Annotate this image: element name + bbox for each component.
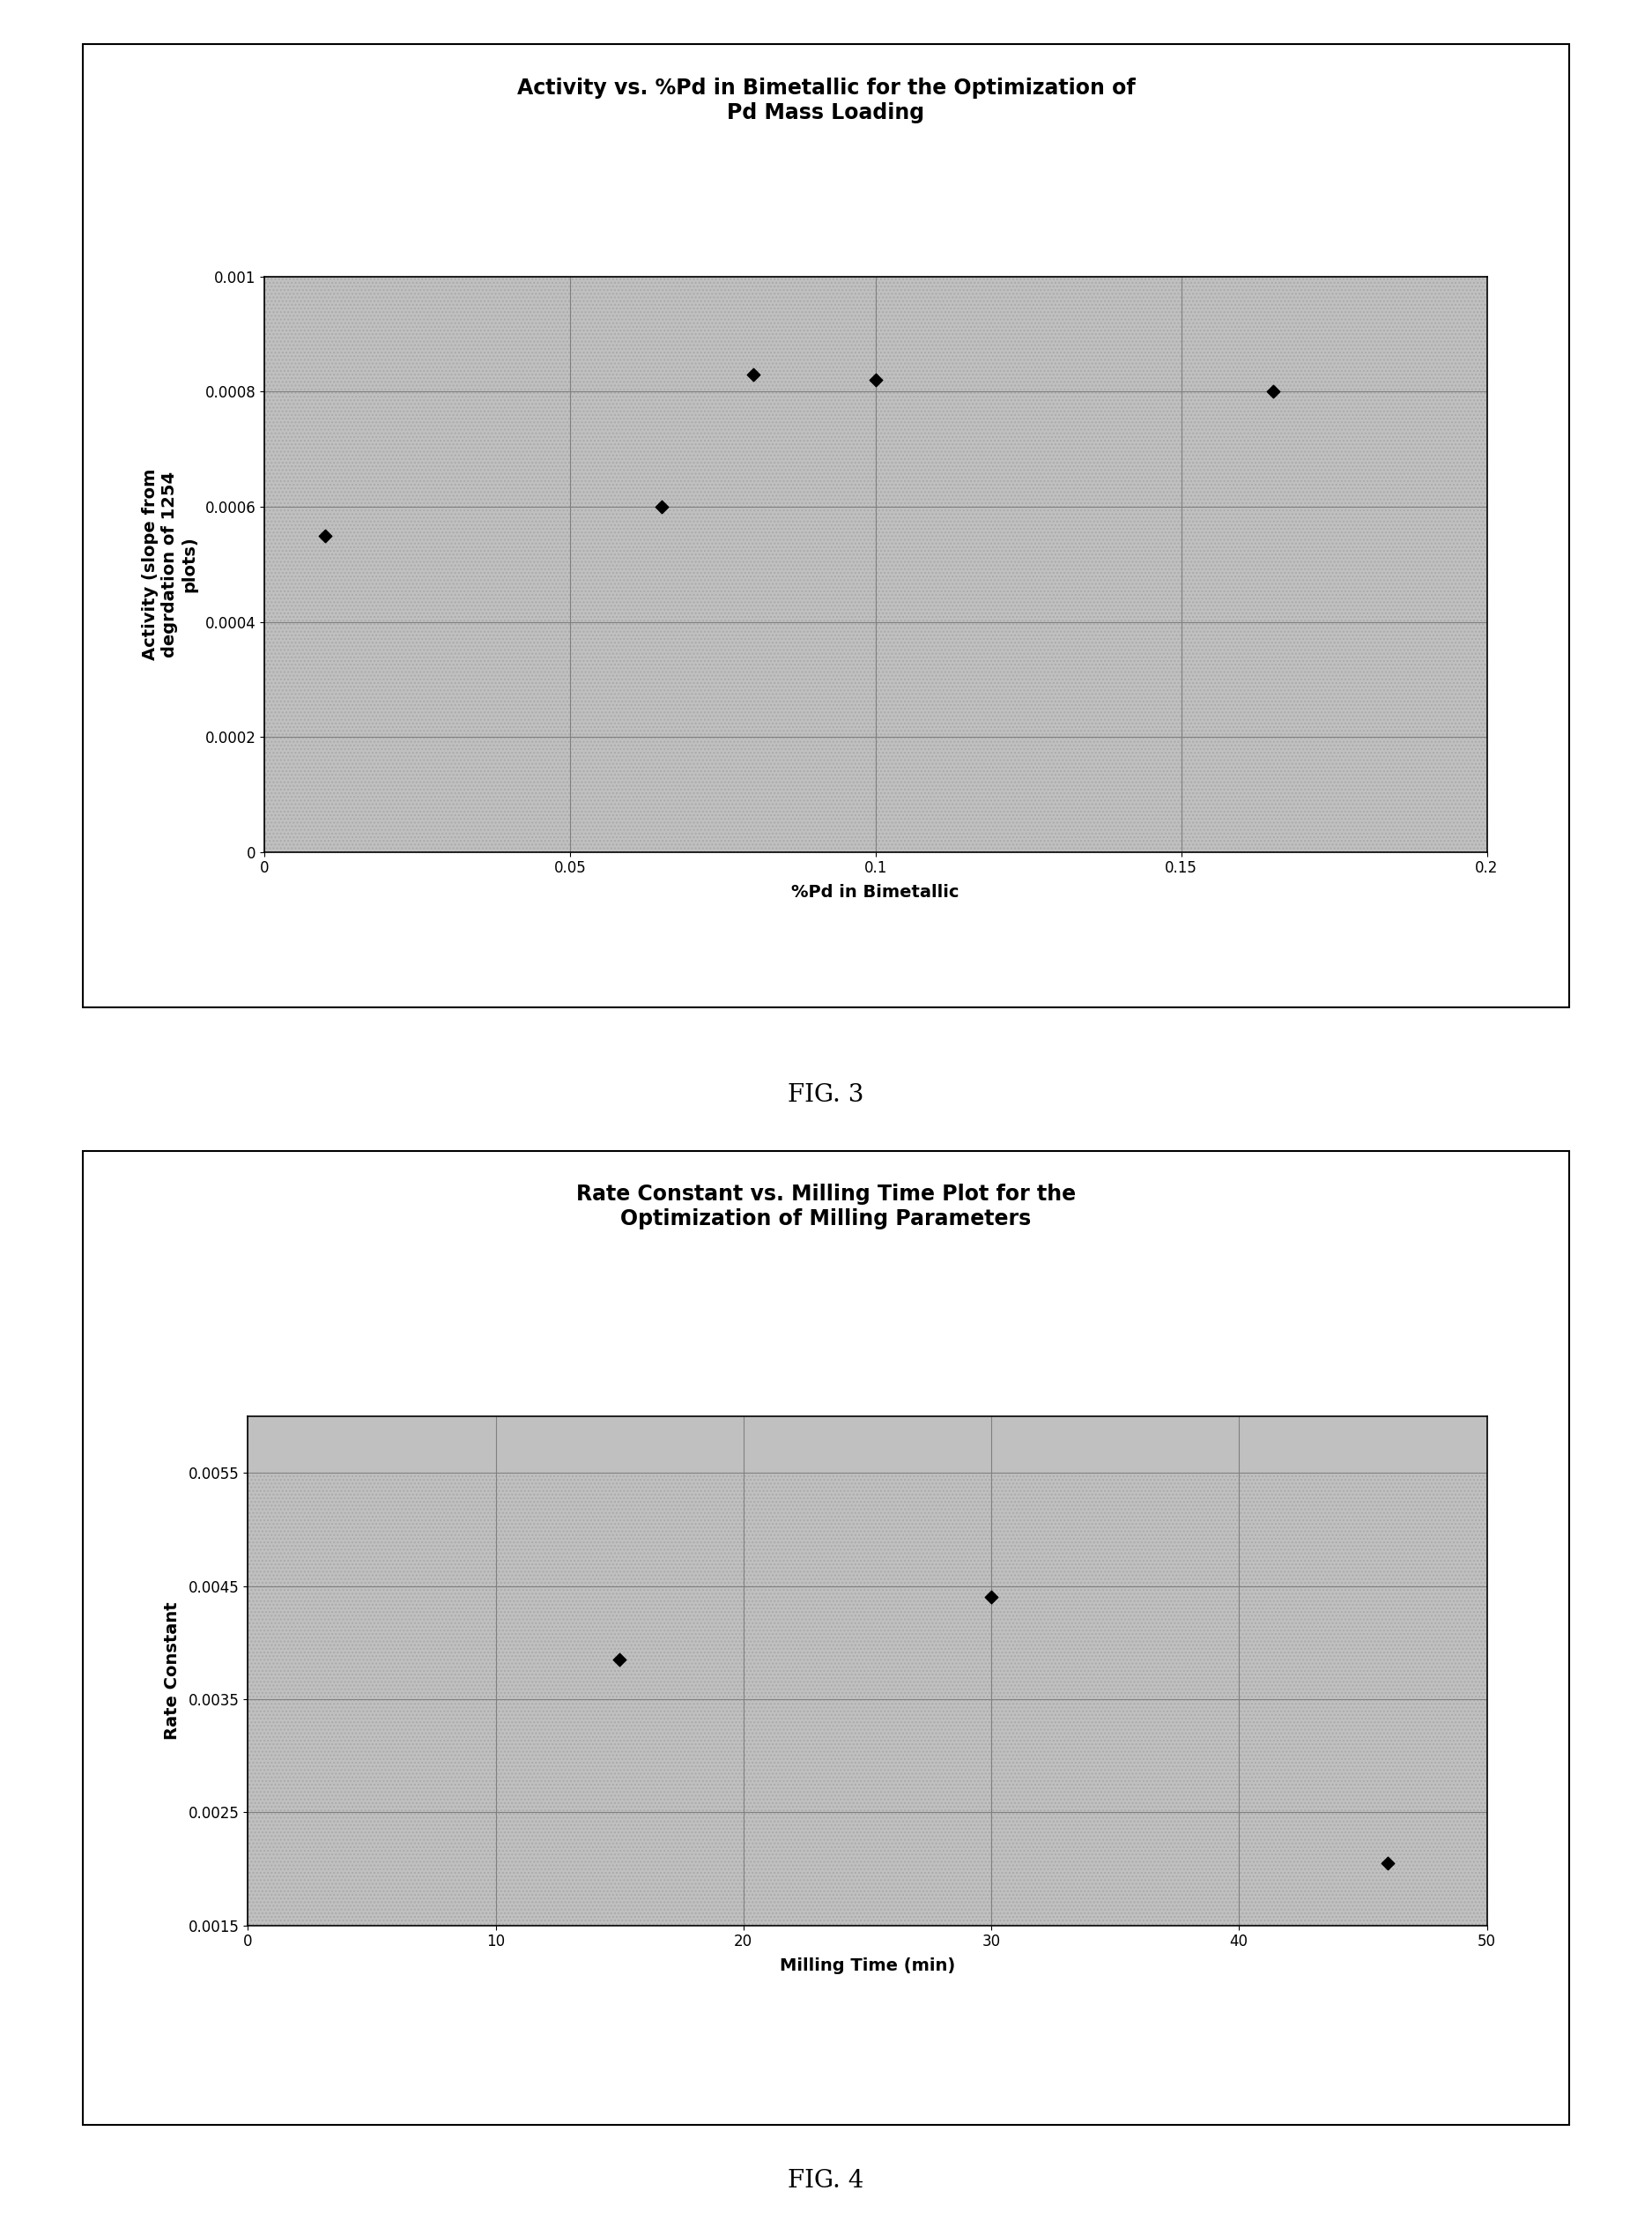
Point	[312, 518, 339, 553]
X-axis label: Milling Time (min): Milling Time (min)	[780, 1956, 955, 1974]
Bar	[1239, 1474, 1487, 1587]
Bar	[991, 1812, 1239, 1925]
Bar	[570, 507, 876, 622]
Bar	[1181, 392, 1487, 507]
Bar	[743, 1700, 991, 1812]
Point	[1374, 1846, 1401, 1881]
Point	[740, 356, 767, 392]
Bar	[876, 507, 1181, 622]
Text: Activity vs. %Pd in Bimetallic for the Optimization of
Pd Mass Loading: Activity vs. %Pd in Bimetallic for the O…	[517, 77, 1135, 124]
Bar	[1181, 737, 1487, 852]
Bar	[496, 1587, 743, 1700]
Bar	[743, 1812, 991, 1925]
Bar	[496, 1474, 743, 1587]
Bar	[570, 622, 876, 737]
Bar	[496, 1700, 743, 1812]
Bar	[743, 1587, 991, 1700]
Bar	[264, 622, 570, 737]
Text: Rate Constant vs. Milling Time Plot for the
Optimization of Milling Parameters: Rate Constant vs. Milling Time Plot for …	[577, 1184, 1075, 1230]
Bar	[876, 622, 1181, 737]
Bar	[570, 737, 876, 852]
Bar	[991, 1700, 1239, 1812]
Bar	[570, 392, 876, 507]
Bar	[1239, 1587, 1487, 1700]
Y-axis label: Rate Constant: Rate Constant	[164, 1602, 182, 1739]
Text: FIG. 4: FIG. 4	[788, 2169, 864, 2193]
Bar	[248, 1700, 496, 1812]
Point	[978, 1580, 1004, 1615]
Bar	[991, 1474, 1239, 1587]
Bar	[1239, 1700, 1487, 1812]
Bar	[264, 392, 570, 507]
Point	[1260, 374, 1287, 409]
Point	[606, 1642, 633, 1677]
Point	[862, 363, 889, 398]
Bar	[1181, 507, 1487, 622]
X-axis label: %Pd in Bimetallic: %Pd in Bimetallic	[791, 883, 960, 901]
Bar	[496, 1812, 743, 1925]
Bar	[264, 277, 570, 392]
Bar	[1239, 1812, 1487, 1925]
Bar	[248, 1812, 496, 1925]
Bar	[264, 737, 570, 852]
Bar	[876, 737, 1181, 852]
Bar	[991, 1587, 1239, 1700]
Bar	[248, 1474, 496, 1587]
Point	[648, 489, 676, 524]
Text: FIG. 3: FIG. 3	[788, 1084, 864, 1106]
Y-axis label: Activity (slope from
degrdation of 1254
plots): Activity (slope from degrdation of 1254 …	[142, 469, 198, 659]
Bar	[570, 277, 876, 392]
Bar	[1181, 622, 1487, 737]
Bar	[248, 1587, 496, 1700]
Bar	[264, 507, 570, 622]
Bar	[876, 277, 1181, 392]
Bar	[743, 1474, 991, 1587]
Bar	[1181, 277, 1487, 392]
Bar	[876, 392, 1181, 507]
